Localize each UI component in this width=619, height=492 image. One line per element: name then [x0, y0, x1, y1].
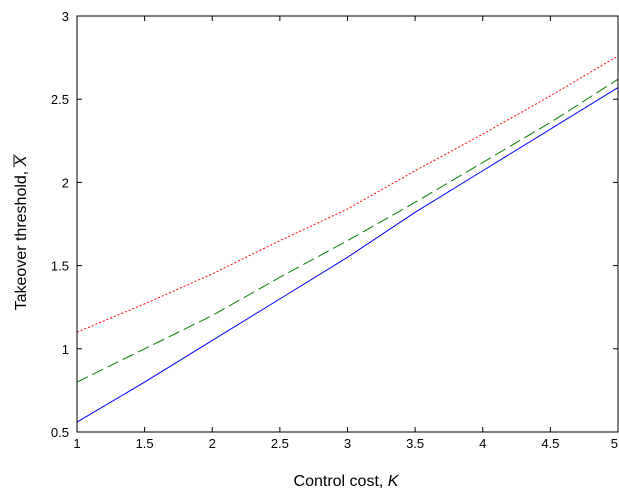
x-tick-label: 1.5	[136, 436, 154, 451]
x-tick-label: 2	[209, 436, 216, 451]
y-tick-label: 0.5	[51, 425, 69, 440]
x-tick-label: 3.5	[406, 436, 424, 451]
y-axis-ticks: 0.5 1 1.5 2 2.5 3	[51, 9, 618, 440]
x-axis-variable: K	[388, 473, 400, 490]
y-tick-label: 2.5	[51, 92, 69, 107]
y-tick-label: 2	[62, 175, 69, 190]
y-tick-label: 1.5	[51, 259, 69, 274]
plot-lines	[76, 55, 619, 423]
series-line-dashed	[76, 78, 619, 383]
x-tick-label: 4.5	[541, 436, 559, 451]
plot-frame	[76, 15, 619, 433]
y-tick-label: 3	[62, 9, 69, 24]
y-axis-label-group: Takeover threshold, X	[13, 154, 30, 310]
x-axis-label-text: Control cost,	[294, 473, 388, 490]
x-axis-label: Control cost, K	[294, 473, 400, 490]
x-tick-label: 4	[479, 436, 486, 451]
x-tick-label: 2.5	[271, 436, 289, 451]
y-axis-label-text: Takeover threshold,	[13, 166, 30, 310]
y-axis-label: Takeover threshold, X	[13, 154, 30, 310]
x-tick-label: 1	[73, 436, 80, 451]
x-axis-ticks: 1 1.5 2 2.5 3 3.5 4 4.5 5	[73, 16, 619, 451]
series-line-dotted	[76, 55, 619, 333]
x-tick-label: 5	[611, 436, 618, 451]
series-line-solid	[76, 87, 619, 423]
x-tick-label: 3	[344, 436, 351, 451]
y-tick-label: 1	[62, 342, 69, 357]
y-axis-variable: X	[13, 154, 30, 167]
